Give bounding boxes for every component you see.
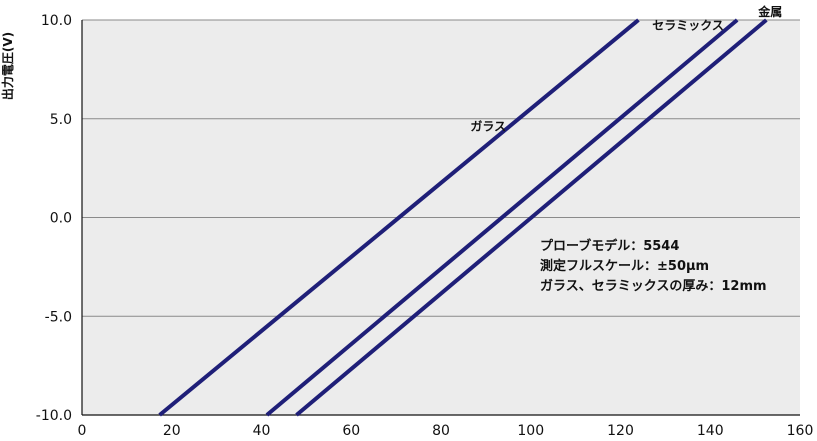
y-tick-label: 0.0 — [50, 211, 72, 227]
series-label: セラミックス — [652, 19, 724, 33]
annotation-line: 測定フルスケール：±50μm — [540, 258, 709, 274]
y-tick-label: 10.0 — [41, 13, 72, 29]
y-tick-label: -10.0 — [36, 408, 72, 424]
series-label: 金属 — [757, 4, 782, 19]
annotation-line: プローブモデル：5544 — [540, 238, 679, 254]
series-line — [295, 18, 768, 417]
x-tick-label: 80 — [432, 423, 450, 439]
x-tick-label: 60 — [342, 423, 360, 439]
x-tick-label: 20 — [163, 423, 181, 439]
x-tick-label: 0 — [78, 423, 87, 439]
y-tick-label: -5.0 — [45, 309, 72, 325]
x-tick-label: 140 — [697, 423, 724, 439]
series-line — [265, 18, 739, 417]
x-tick-label: 40 — [253, 423, 271, 439]
series-label: ガラス — [470, 119, 506, 134]
x-tick-label: 100 — [517, 423, 544, 439]
series-line — [158, 18, 640, 417]
annotation-line: ガラス、セラミックスの厚み：12mm — [540, 278, 767, 294]
y-axis-label: 出力電圧(V) — [0, 32, 15, 100]
x-tick-label: 120 — [607, 423, 634, 439]
y-tick-label: 5.0 — [50, 112, 72, 128]
x-tick-label: 160 — [787, 423, 814, 439]
